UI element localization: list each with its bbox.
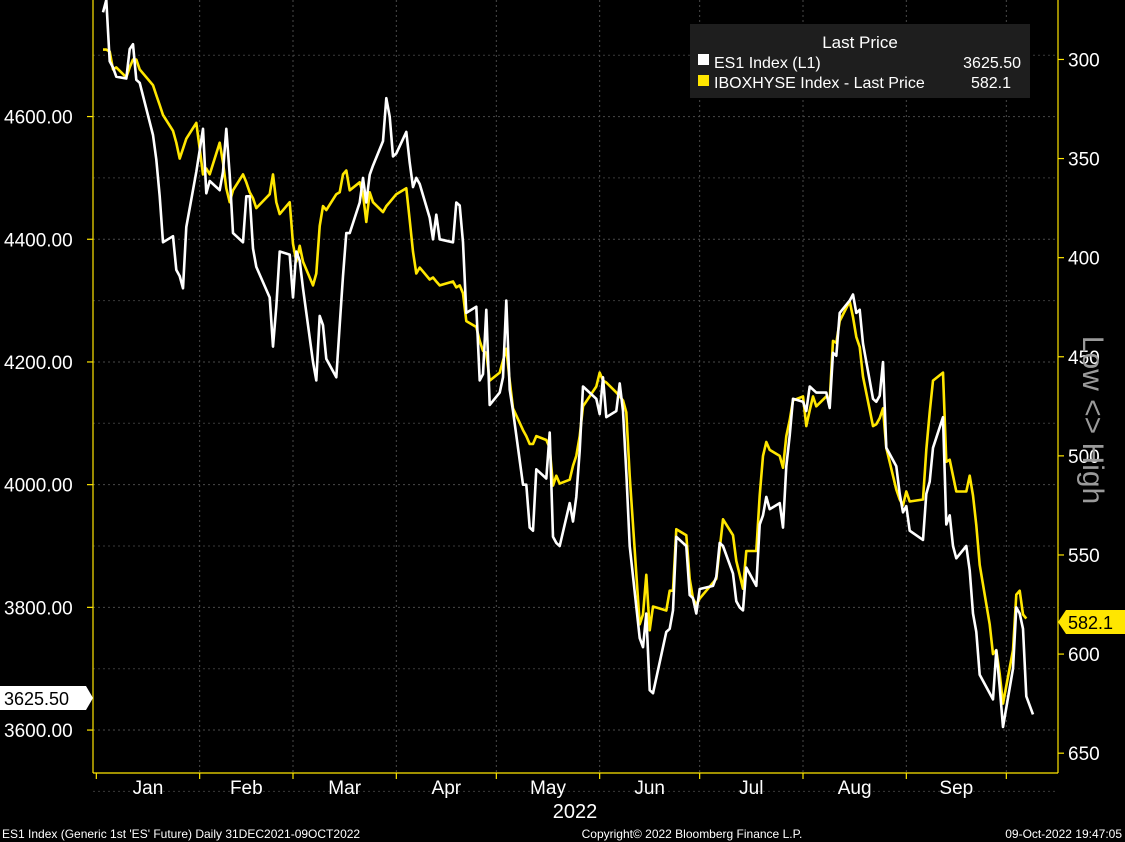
legend-title: Last Price: [822, 33, 898, 52]
series-line-iboxhyse: [103, 48, 1028, 705]
x-tick-label: Aug: [838, 778, 872, 799]
last-value-left-text: 3625.50: [4, 689, 69, 709]
x-tick-label: Jun: [634, 778, 665, 799]
x-tick-label: May: [530, 778, 566, 799]
left-tick-label: 4400.00: [4, 230, 73, 251]
left-axis-ticks: 4600.00 4400.00 4200.00 4000.00 3800.00 3600.…: [4, 108, 93, 742]
x-tick-label: Feb: [230, 778, 263, 799]
last-value-label-left: 3625.50: [0, 686, 93, 710]
legend-item-es1-value: 3625.50: [963, 55, 1021, 72]
left-tick-label: 4000.00: [4, 476, 73, 497]
x-tick-label: Apr: [432, 778, 462, 799]
legend-item-iboxhyse-value: 582.1: [971, 75, 1011, 92]
last-value-right-text: 582.1: [1068, 613, 1113, 633]
right-tick-label: 550: [1068, 546, 1100, 567]
legend: Last Price ES1 Index (L1) 3625.50 IBOXHY…: [690, 24, 1030, 98]
left-tick-label: 4200.00: [4, 353, 73, 374]
grid-lines: [93, 0, 1058, 792]
x-tick-label: Jul: [739, 778, 763, 799]
legend-box: [690, 24, 1030, 98]
x-axis-year-label: 2022: [553, 801, 598, 823]
footer-right: 09-Oct-2022 19:47:05: [1005, 827, 1122, 841]
series-layer: [101, 0, 1035, 729]
right-tick-label: 500: [1068, 447, 1100, 468]
right-axis-title: Low <> High: [1076, 336, 1109, 504]
left-tick-label: 4600.00: [4, 108, 73, 129]
left-tick-label: 3800.00: [4, 598, 73, 619]
right-tick-label: 600: [1068, 645, 1100, 666]
footer-left: ES1 Index (Generic 1st 'ES' Future) Dail…: [2, 827, 360, 841]
right-tick-label: 300: [1068, 50, 1100, 71]
right-tick-label: 400: [1068, 249, 1100, 270]
x-axis-ticks: Jan Feb Mar Apr May Jun Jul Aug Sep: [95, 773, 1007, 799]
axes: [92, 0, 1059, 774]
legend-swatch-es1: [698, 54, 709, 65]
x-tick-label: Sep: [939, 778, 973, 799]
legend-swatch-iboxhyse: [698, 75, 709, 86]
legend-item-iboxhyse-name: IBOXHYSE Index - Last Price: [714, 75, 925, 92]
x-tick-label: Mar: [328, 778, 361, 799]
last-value-left-badge: [0, 686, 93, 710]
footer-center: Copyright© 2022 Bloomberg Finance L.P.: [582, 827, 803, 841]
series-line-es1: [101, 0, 1035, 729]
left-tick-label: 3600.00: [4, 721, 73, 742]
x-tick-label: Jan: [133, 778, 164, 799]
last-value-label-right: 582.1: [1058, 610, 1125, 634]
right-tick-label: 350: [1068, 150, 1100, 171]
right-axis-ticks: 300 350 400 450 500 550 600 650: [1058, 50, 1100, 765]
right-tick-label: 650: [1068, 744, 1100, 765]
legend-item-es1-name: ES1 Index (L1): [714, 55, 821, 72]
right-tick-label: 450: [1068, 348, 1100, 369]
last-value-right-badge: [1058, 610, 1125, 634]
